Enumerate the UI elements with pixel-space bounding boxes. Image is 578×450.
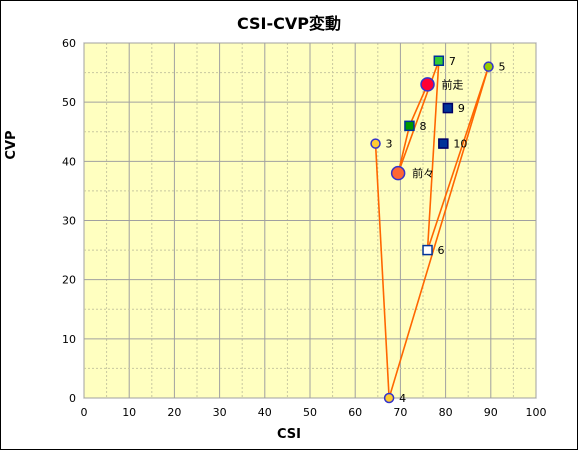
data-point xyxy=(438,138,449,149)
series-line-segment xyxy=(426,60,440,251)
point-label: 10 xyxy=(453,138,467,151)
data-point xyxy=(422,244,433,256)
point-label: 前走 xyxy=(442,77,464,91)
data-point xyxy=(483,61,494,72)
series-line-segment xyxy=(426,66,490,251)
x-tick-label: 90 xyxy=(484,406,498,419)
point-label: 7 xyxy=(449,55,456,68)
x-tick-label: 40 xyxy=(258,406,272,419)
point-label: 3 xyxy=(386,138,393,151)
x-tick-label: 80 xyxy=(439,406,453,419)
series-line-segment xyxy=(408,84,429,127)
x-tick-label: 100 xyxy=(526,406,547,419)
y-tick-label: 0 xyxy=(69,392,76,405)
point-label: 6 xyxy=(438,244,445,257)
point-label: 4 xyxy=(399,392,406,405)
series-line-segment xyxy=(374,143,390,399)
x-tick-label: 20 xyxy=(167,406,181,419)
series-line-segment xyxy=(397,125,411,174)
point-label: 9 xyxy=(458,102,465,115)
y-tick-label: 40 xyxy=(62,155,76,168)
x-tick-label: 10 xyxy=(122,406,136,419)
chart-title: CSI-CVP変動 xyxy=(236,14,341,33)
x-tick-label: 70 xyxy=(393,406,407,419)
data-point xyxy=(420,77,435,92)
data-point xyxy=(404,120,415,132)
y-tick-label: 60 xyxy=(62,37,76,50)
point-label: 8 xyxy=(419,120,426,133)
x-tick-label: 0 xyxy=(81,406,88,419)
y-tick-label: 50 xyxy=(62,96,76,109)
x-tick-label: 60 xyxy=(348,406,362,419)
data-point xyxy=(442,102,454,114)
data-point xyxy=(383,392,395,404)
x-tick-label: 50 xyxy=(303,406,317,419)
y-tick-label: 10 xyxy=(62,333,76,346)
y-tick-label: 20 xyxy=(62,274,76,287)
data-point xyxy=(390,165,406,181)
x-tick-label: 30 xyxy=(213,406,227,419)
data-point xyxy=(433,55,445,66)
point-label: 5 xyxy=(499,61,506,74)
series-line-segment xyxy=(388,66,490,399)
data-point xyxy=(370,138,381,149)
point-label: 前々 xyxy=(412,166,434,180)
y-tick-label: 30 xyxy=(62,215,76,228)
x-axis-label: CSI xyxy=(277,427,301,442)
